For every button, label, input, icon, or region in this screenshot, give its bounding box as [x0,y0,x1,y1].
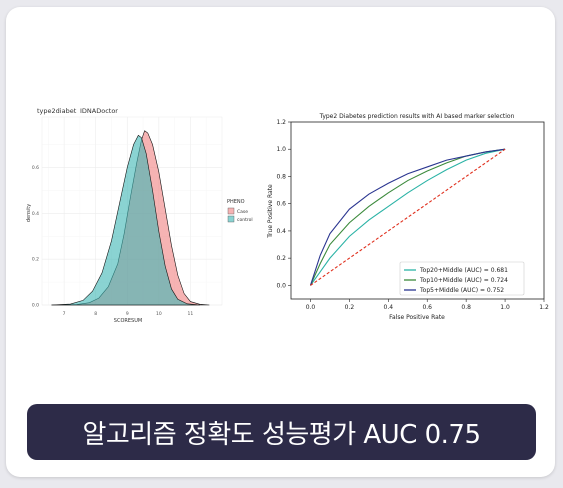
roc-y-tick-label: 0.2 [276,255,286,262]
roc-legend-label: Top10+Middle (AUC) = 0.724 [419,277,508,284]
density-x-tick-label: 11 [188,311,194,317]
roc-legend-box [399,261,525,296]
roc-x-tick-label: 0.0 [306,304,316,311]
density-area-control [51,134,200,306]
density-x-tick-label: 7 [63,311,66,317]
roc-y-tick-label: 0.6 [276,201,286,208]
roc-chance-line [310,148,506,286]
roc-y-axis-label: True Positive Rate [267,184,274,239]
density-legend-label: Case [237,209,248,215]
density-chart-title: type2diabet [37,107,77,115]
density-chart-subtitle: IDNADoctor [80,107,118,115]
density-y-tick-label: 0.6 [32,165,39,171]
roc-x-tick-label: 1.2 [539,304,549,311]
roc-y-tick-label: 0.4 [276,228,286,235]
roc-x-tick-label: 0.6 [422,304,432,311]
density-legend-swatch [227,207,235,215]
density-x-tick-label: 10 [156,311,162,317]
roc-y-tick-label: 1.2 [276,119,286,126]
roc-curve-series [309,148,506,286]
density-x-tick-label: 8 [94,311,97,317]
density-y-tick-label: 0.4 [32,211,39,217]
density-y-axis-label: density [26,204,32,222]
density-plot: 7 8 9 10 11 0.0 0.2 0.4 0.6 Case control [32,116,253,317]
roc-legend-label: Top20+Middle (AUC) = 0.681 [419,267,508,274]
density-legend-label: control [237,217,253,223]
roc-x-tick-label: 1.0 [500,304,510,311]
roc-x-axis-label: False Positive Rate [389,314,445,321]
roc-plot: 0.0 0.2 0.4 0.6 0.8 1.0 1.2 0.0 0.2 0.4 0.6 0.8 1.0 1… [276,119,548,311]
roc-y-tick-label: 0.8 [276,173,286,180]
density-y-tick-label: 0.2 [32,257,39,263]
density-x-axis-label: SCORESUM [114,318,142,324]
density-legend-swatch [227,215,235,223]
roc-x-tick-label: 0.8 [461,304,471,311]
roc-y-tick-label: 0.0 [276,282,286,289]
roc-x-tick-label: 0.4 [384,304,394,311]
density-y-tick-label: 0.0 [32,303,39,309]
caption-text: 알고리즘 정확도 성능평가 AUC 0.75 [82,419,481,450]
caption-banner: 알고리즘 정확도 성능평가 AUC 0.75 [27,404,536,460]
roc-curve-series [310,148,506,286]
density-x-tick-label: 9 [126,311,129,317]
roc-legend-label: Top5+Middle (AUC) = 0.752 [419,287,504,294]
density-legend-title: PHENO [227,199,245,205]
roc-x-tick-label: 0.2 [345,304,355,311]
roc-y-tick-label: 1.0 [276,146,286,153]
roc-chart-title: Type2 Diabetes prediction results with A… [319,113,515,120]
